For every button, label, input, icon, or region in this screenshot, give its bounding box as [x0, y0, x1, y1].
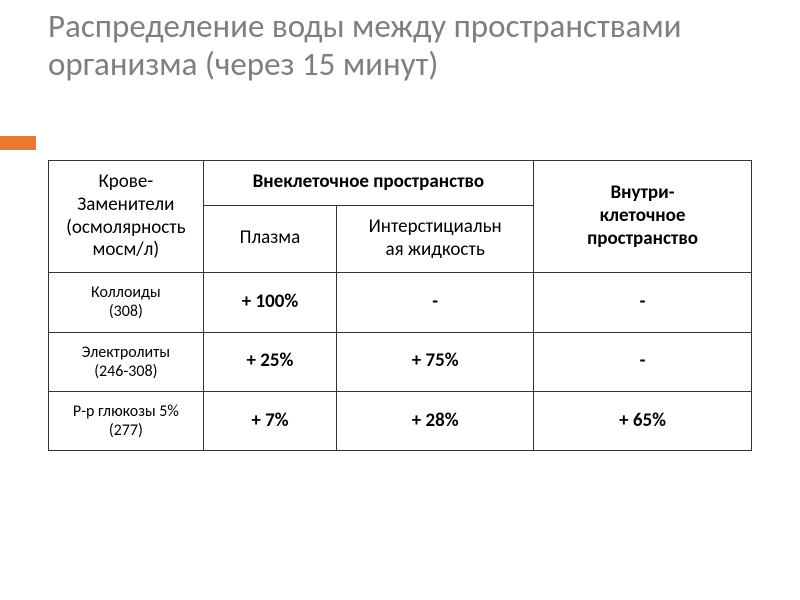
page-title: Распределение воды между пространствамио…	[48, 8, 752, 84]
distribution-table: Крове-Заменители(осмолярностьмосм/л) Вне…	[48, 160, 752, 451]
table-header-row-1: Крове-Заменители(осмолярностьмосм/л) Вне…	[49, 161, 752, 206]
cell-interstitial: + 75%	[337, 332, 534, 391]
header-interstitial: Интерстициальная жидкость	[337, 205, 534, 273]
table-row: Р-р глюкозы 5%(277) + 7% + 28% + 65%	[49, 391, 752, 450]
row-label: Р-р глюкозы 5%(277)	[49, 391, 204, 450]
distribution-table-wrap: Крове-Заменители(осмолярностьмосм/л) Вне…	[48, 160, 752, 451]
table-row: Электролиты(246-308) + 25% + 75% -	[49, 332, 752, 391]
header-substitute: Крове-Заменители(осмолярностьмосм/л)	[49, 161, 204, 273]
accent-bar	[0, 136, 36, 150]
cell-plasma: + 100%	[203, 273, 337, 332]
header-plasma: Плазма	[203, 205, 337, 273]
cell-interstitial: + 28%	[337, 391, 534, 450]
slide: Распределение воды между пространствамио…	[0, 0, 800, 600]
header-extracellular: Внеклеточное пространство	[203, 161, 533, 206]
cell-intracellular: -	[534, 273, 752, 332]
row-label: Коллоиды(308)	[49, 273, 204, 332]
table-row: Коллоиды(308) + 100% - -	[49, 273, 752, 332]
cell-interstitial: -	[337, 273, 534, 332]
cell-plasma: + 25%	[203, 332, 337, 391]
row-label: Электролиты(246-308)	[49, 332, 204, 391]
title-wrap: Распределение воды между пространствамио…	[48, 8, 752, 84]
cell-intracellular: + 65%	[534, 391, 752, 450]
cell-intracellular: -	[534, 332, 752, 391]
header-intracellular: Внутри-клеточноепространство	[534, 161, 752, 273]
cell-plasma: + 7%	[203, 391, 337, 450]
